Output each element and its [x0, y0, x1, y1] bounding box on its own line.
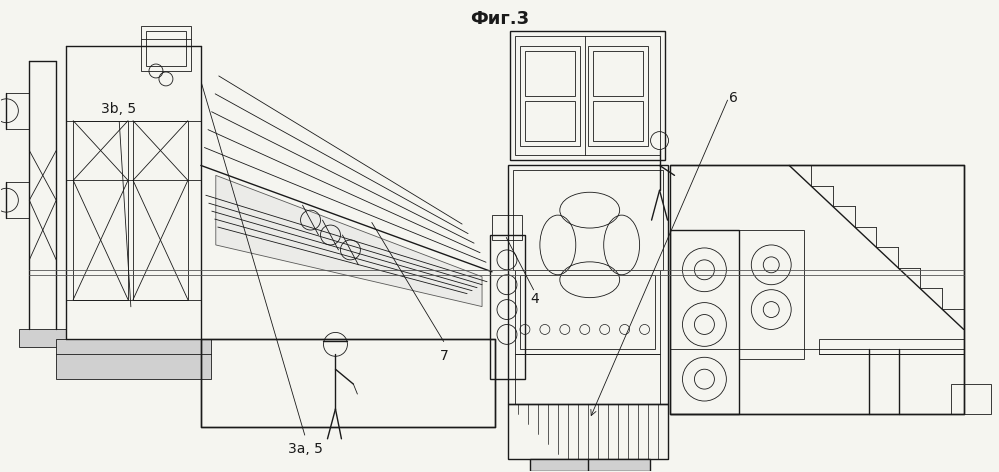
Bar: [514, 36, 659, 155]
Bar: [512, 170, 662, 270]
Bar: [507, 404, 667, 459]
Bar: [514, 354, 659, 404]
Bar: [507, 165, 667, 404]
Bar: [514, 270, 659, 354]
Bar: [201, 339, 496, 427]
Text: 6: 6: [728, 91, 737, 105]
Bar: [519, 275, 654, 349]
Bar: [951, 384, 991, 414]
Bar: [509, 31, 664, 160]
Bar: [56, 339, 211, 379]
Text: 3b, 5: 3b, 5: [101, 102, 137, 116]
Bar: [529, 459, 649, 471]
Bar: [819, 339, 964, 354]
Polygon shape: [216, 176, 483, 307]
Text: 3а, 5: 3а, 5: [288, 442, 323, 456]
Bar: [141, 26, 191, 71]
Bar: [587, 46, 647, 145]
Bar: [739, 230, 804, 359]
Bar: [146, 31, 186, 66]
Bar: [133, 121, 188, 300]
Bar: [524, 51, 574, 96]
Bar: [493, 215, 521, 240]
Bar: [519, 46, 579, 145]
Text: 4: 4: [530, 292, 538, 306]
Bar: [491, 235, 524, 379]
Bar: [592, 101, 642, 141]
Text: Фиг.3: Фиг.3: [470, 10, 529, 28]
Bar: [669, 165, 964, 414]
Bar: [592, 51, 642, 96]
Bar: [19, 329, 66, 347]
Bar: [669, 230, 739, 414]
Bar: [524, 101, 574, 141]
Bar: [73, 121, 128, 300]
Text: 7: 7: [441, 349, 450, 362]
